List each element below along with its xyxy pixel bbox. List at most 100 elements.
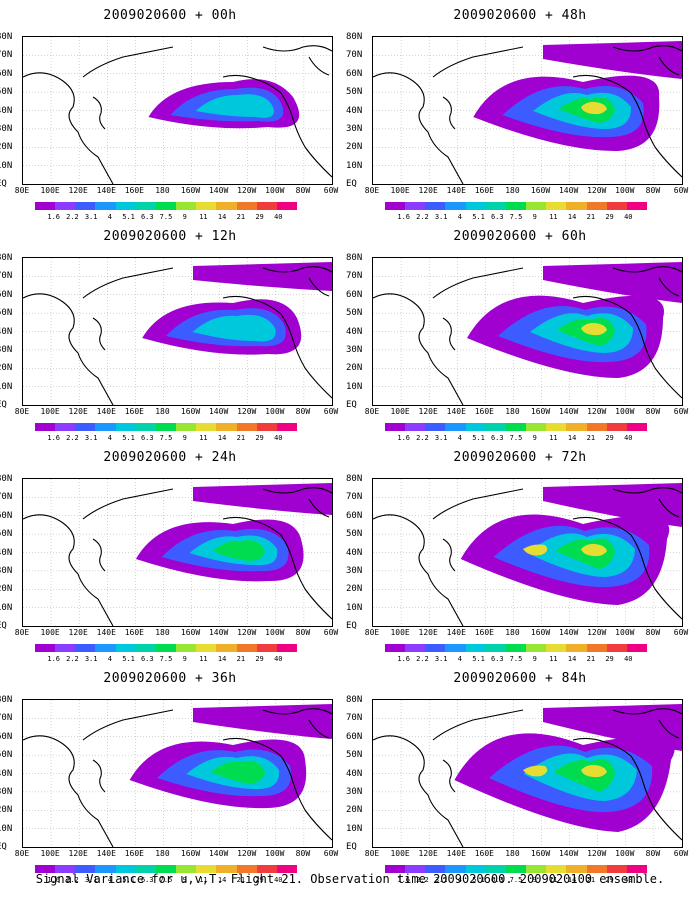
longitude-label: 100E	[40, 186, 60, 195]
latitude-label: 20N	[346, 142, 363, 153]
colorbar-swatch	[95, 865, 116, 873]
colorbar-swatch	[385, 644, 406, 652]
longitude-label: 80W	[645, 186, 661, 195]
latitude-label: 10N	[0, 160, 13, 171]
latitude-label: 30N	[0, 123, 13, 134]
colorbar-swatch	[75, 423, 96, 431]
coastline	[432, 709, 524, 741]
colorbar-tick-label: 14	[567, 655, 577, 663]
colorbar-swatch	[35, 423, 56, 431]
longitude-label: 100W	[265, 407, 285, 416]
colorbar-swatch	[236, 865, 257, 873]
colorbar-swatch	[276, 423, 298, 431]
latitude-label: 80N	[346, 695, 363, 705]
longitude-label: 100E	[40, 407, 60, 416]
longitude-label: 140W	[558, 628, 579, 637]
colorbar-swatch	[55, 644, 76, 652]
longitude-label: 60W	[673, 628, 689, 637]
figure-caption: Signal Variance for u,v,T. Flight 21. Ob…	[35, 872, 665, 886]
longitude-label: 120E	[68, 628, 88, 637]
longitude-label: 100E	[40, 628, 60, 637]
variance-contour	[581, 764, 607, 778]
variance-contour	[581, 543, 607, 557]
colorbar-tick-label: 5.1	[472, 655, 485, 663]
colorbar-tick-label: 6.3	[140, 655, 154, 663]
colorbar-tick-label: 21	[586, 213, 596, 221]
coastline	[442, 317, 456, 351]
colorbar-swatch	[155, 202, 177, 210]
latitude-label: 20N	[0, 363, 13, 374]
longitude-label: 120E	[418, 407, 438, 416]
colorbar	[35, 423, 298, 431]
map-panel: 2009020600 + 84h 80N 70N 60N 50N 40N 30N 20N 10N…	[346, 671, 690, 884]
colorbar-swatch	[526, 423, 547, 431]
map-panel: 2009020600 + 48h 80N 70N 60N 50N 40N 30N 20N 10N…	[346, 8, 690, 221]
colorbar-swatch	[135, 865, 156, 873]
colorbar-tick-label: 6.3	[140, 876, 154, 884]
colorbar-tick-label: 29	[605, 213, 614, 221]
latitude-label: EQ	[0, 621, 7, 631]
longitude-label: 160E	[474, 186, 494, 195]
longitude-label: 100E	[390, 186, 410, 195]
colorbar-swatch	[505, 423, 527, 431]
longitude-label: 120E	[68, 849, 88, 858]
colorbar-swatch	[445, 202, 466, 210]
latitude-label: 30N	[0, 565, 13, 576]
map-plot-area	[22, 699, 333, 848]
colorbar-tick-label: 14	[217, 655, 227, 663]
panel-title: 2009020600 + 24h	[103, 450, 237, 465]
latitude-label: 40N	[0, 105, 13, 116]
map-plot-area	[22, 36, 333, 185]
colorbar-swatch	[405, 423, 426, 431]
colorbar-tick-label: 29	[605, 876, 614, 884]
latitude-label: 20N	[346, 584, 363, 595]
colorbar-swatch	[445, 865, 466, 873]
coastline	[442, 96, 456, 130]
latitude-label: 10N	[0, 602, 13, 613]
colorbar-tick-label: 5.1	[122, 876, 135, 884]
colorbar-swatch	[505, 202, 527, 210]
colorbar-swatch	[485, 423, 506, 431]
latitude-label: 30N	[0, 344, 13, 355]
colorbar-swatch	[236, 423, 257, 431]
longitude-label: 160E	[474, 407, 494, 416]
map-plot-area	[22, 478, 333, 627]
longitude-label: 140E	[96, 628, 116, 637]
longitude-label: 180	[155, 186, 170, 195]
colorbar-tick-label: 9	[532, 655, 537, 663]
coastline	[92, 96, 106, 130]
longitude-label: 120E	[418, 628, 438, 637]
signal-variance-map	[23, 258, 332, 405]
latitude-label: 40N	[346, 768, 363, 779]
colorbar-tick-label: 9	[182, 876, 187, 884]
coastline	[373, 735, 464, 847]
colorbar-swatch	[135, 423, 156, 431]
colorbar-swatch	[55, 423, 76, 431]
colorbar-tick-label: 14	[217, 434, 227, 442]
latitude-label: 80N	[0, 695, 13, 705]
latitude-label: 60N	[0, 731, 13, 742]
colorbar-tick-label: 4	[107, 876, 112, 884]
signal-variance-map	[23, 479, 332, 626]
variance-contour	[523, 765, 548, 777]
colorbar-swatch	[405, 644, 426, 652]
map-panel: 2009020600 + 12h 80N 70N 60N 50N 40N 30N 20N 10N…	[0, 229, 340, 442]
latitude-label: 30N	[346, 786, 363, 797]
latitude-label: 10N	[346, 823, 363, 834]
longitude-label: 120W	[237, 849, 257, 858]
coastline	[82, 709, 174, 741]
longitude-label: 120W	[587, 186, 607, 195]
colorbar-tick-label: 5.1	[122, 655, 135, 663]
colorbar-tick-label: 29	[605, 434, 614, 442]
longitude-label: 100E	[40, 849, 60, 858]
colorbar-tick-label: 29	[605, 655, 614, 663]
colorbar-swatch	[35, 865, 56, 873]
latitude-label: 10N	[346, 602, 363, 613]
latitude-label: 60N	[346, 289, 363, 300]
latitude-label: 80N	[0, 253, 13, 263]
longitude-label: 100E	[390, 628, 410, 637]
variance-contour	[192, 314, 276, 342]
latitude-label: 10N	[0, 381, 13, 392]
colorbar-tick-label: 1.6	[397, 213, 411, 221]
coastline	[572, 295, 682, 399]
